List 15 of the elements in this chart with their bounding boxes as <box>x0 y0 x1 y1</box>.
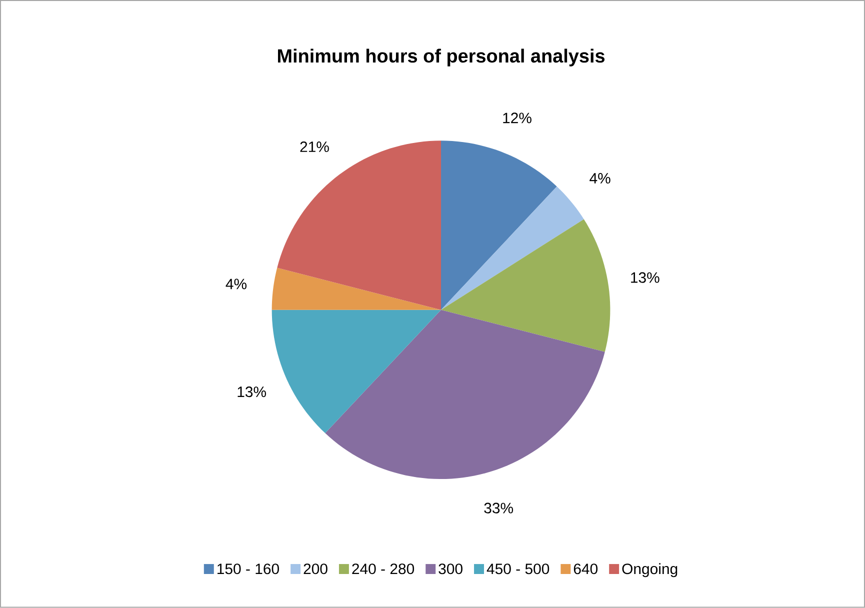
data-label: 12% <box>503 112 532 124</box>
data-label: 4% <box>226 278 246 290</box>
legend-label: 240 - 280 <box>352 564 414 574</box>
legend-label: Ongoing <box>622 563 678 578</box>
legend-label: 640 <box>574 564 598 574</box>
legend-label: 450 - 500 <box>486 564 550 574</box>
data-label: 33% <box>484 502 514 514</box>
data-label: 21% <box>300 142 329 152</box>
legend-label: 200 <box>304 564 328 574</box>
chart-title: Minimum hours of personal analysis <box>278 48 605 67</box>
data-label: 4% <box>590 173 610 184</box>
data-label: 13% <box>631 272 660 284</box>
data-label: 13% <box>238 386 266 398</box>
legend-label: 300 <box>438 564 462 574</box>
legend-label: 150 - 160 <box>218 564 279 574</box>
